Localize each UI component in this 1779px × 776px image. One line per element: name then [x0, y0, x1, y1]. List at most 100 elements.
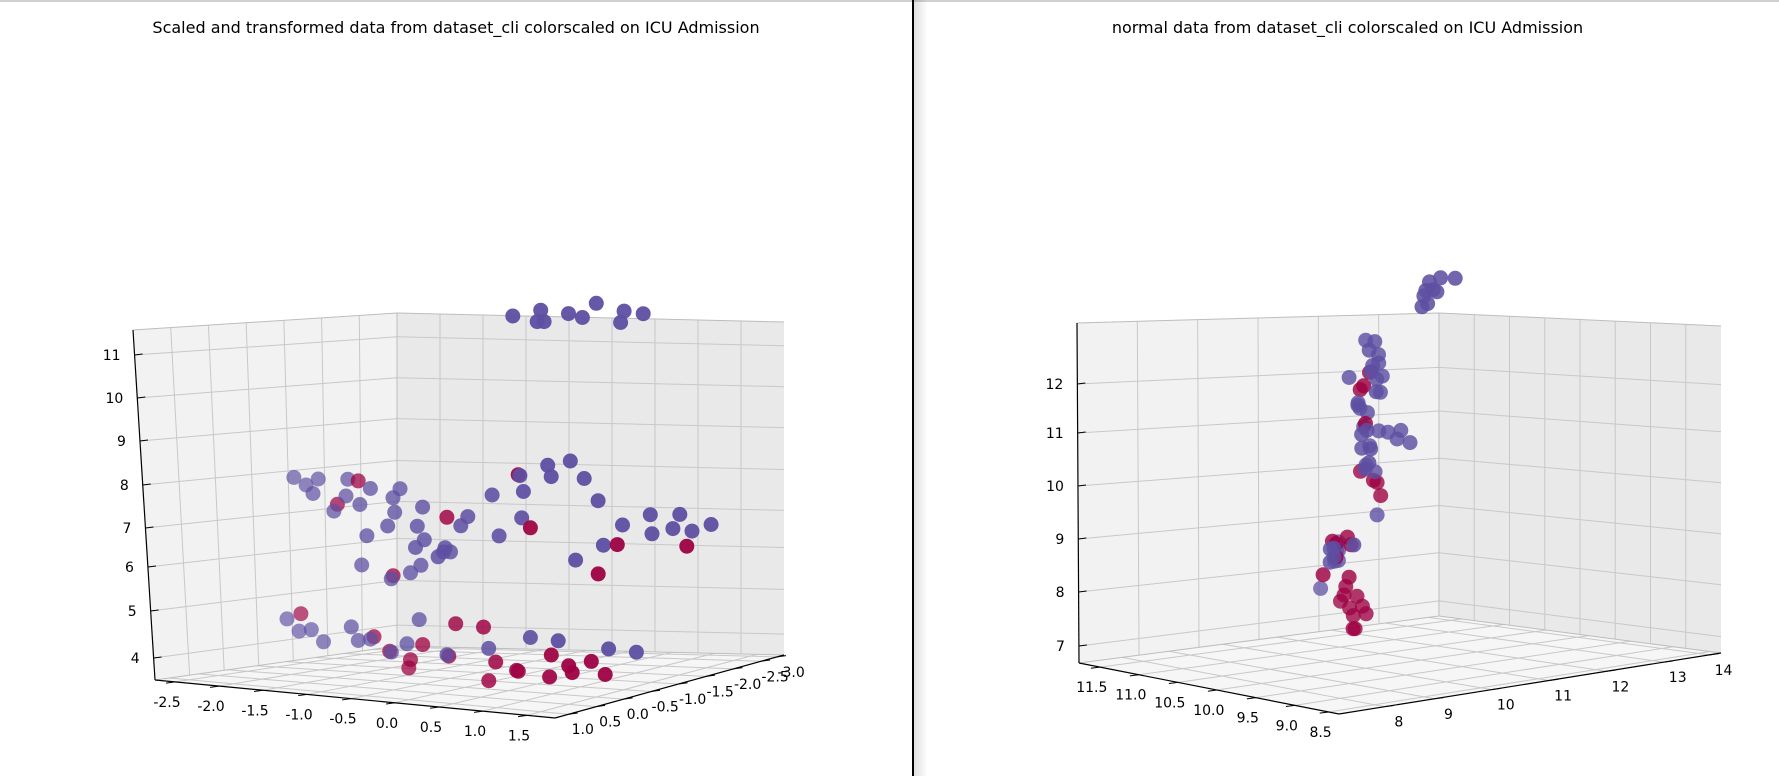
- data-point-non-icu: [1322, 554, 1338, 570]
- data-point-non-icu: [291, 623, 307, 639]
- z-tick-label: 7: [1056, 639, 1065, 655]
- x-tick: [210, 685, 220, 688]
- data-point-non-icu: [359, 528, 375, 544]
- x-tick: [1285, 704, 1295, 707]
- y-tick: [777, 655, 787, 658]
- gridline: [1276, 636, 1550, 681]
- data-point-non-icu: [1369, 507, 1385, 523]
- data-point-non-icu: [644, 526, 660, 542]
- x-tick-label: -2.0: [197, 699, 224, 715]
- y-tick: [1384, 705, 1394, 708]
- z-tick-label: 10: [1046, 479, 1064, 495]
- data-point-icu: [439, 509, 455, 525]
- x-tick: [1129, 674, 1139, 677]
- gridline: [1168, 650, 1435, 700]
- y-tick: [761, 659, 771, 662]
- data-point-non-icu: [635, 306, 651, 322]
- data-point-icu: [1345, 608, 1361, 624]
- y-tick: [1434, 697, 1444, 700]
- y-tick-label: -1.0: [679, 692, 706, 708]
- z-tick-label: 8: [1056, 585, 1065, 601]
- data-point-non-icu: [574, 310, 590, 325]
- data-point-non-icu: [399, 636, 415, 652]
- gridline: [142, 459, 398, 486]
- y-tick: [1663, 660, 1673, 663]
- gridline: [139, 418, 398, 442]
- data-point-non-icu: [1365, 358, 1381, 373]
- x-tick-label: 1.0: [464, 724, 486, 740]
- y-tick: [1549, 678, 1559, 681]
- data-point-non-icu: [616, 303, 632, 319]
- z-tick: [147, 565, 156, 568]
- gridline: [170, 327, 191, 676]
- z-axis-line: [132, 329, 156, 681]
- data-point-non-icu: [411, 612, 427, 628]
- data-point-non-icu: [533, 302, 549, 318]
- data-point-non-icu: [601, 641, 617, 657]
- gridline: [147, 537, 398, 568]
- data-point-non-icu: [522, 630, 538, 645]
- x-tick-label: 1.5: [508, 728, 530, 744]
- z-tick-label: 9: [117, 434, 126, 450]
- gridline: [396, 459, 785, 470]
- gridline: [1136, 321, 1140, 656]
- pane-edge: [396, 312, 785, 323]
- data-point-non-icu: [642, 507, 658, 523]
- panel-divider[interactable]: [912, 0, 914, 776]
- x-tick: [474, 710, 484, 713]
- z-axis-line: [1076, 322, 1080, 664]
- floor-pane: [155, 646, 784, 718]
- data-point-non-icu: [1350, 397, 1366, 413]
- data-point-non-icu: [1313, 580, 1329, 596]
- x-tick-label: 11.5: [1076, 680, 1107, 696]
- gridline: [1216, 635, 1589, 691]
- data-point-non-icu: [305, 486, 321, 501]
- data-point-non-icu: [481, 640, 497, 656]
- z-tick-label: 11: [1046, 426, 1064, 442]
- x-tick-label: 10.5: [1154, 695, 1185, 711]
- data-point-non-icu: [1433, 270, 1449, 286]
- x-tick: [166, 681, 176, 684]
- y-tick: [651, 689, 661, 693]
- pane-edge: [1078, 615, 1440, 664]
- gridline: [321, 317, 329, 656]
- y-tick: [706, 674, 716, 677]
- data-point-non-icu: [1368, 384, 1384, 400]
- data-point-non-icu: [665, 521, 681, 537]
- z-tick: [139, 439, 149, 442]
- z-tick: [145, 526, 154, 529]
- pane-edge: [154, 645, 398, 681]
- data-point-non-icu: [543, 469, 559, 485]
- gridline: [372, 648, 762, 662]
- data-point-non-icu: [628, 644, 644, 660]
- x-tick-label: 9.0: [1276, 718, 1298, 734]
- gridline: [1257, 317, 1260, 640]
- z-tick: [1077, 431, 1086, 434]
- data-point-non-icu: [383, 571, 399, 587]
- data-point-icu: [561, 658, 577, 674]
- x-tick: [342, 698, 352, 701]
- x-tick-label: -0.5: [329, 712, 356, 728]
- right-chart-panel: normal data from dataset_cli colorscaled…: [916, 0, 1779, 776]
- data-point-non-icu: [453, 518, 469, 534]
- data-point-icu: [476, 619, 491, 635]
- x-tick: [254, 689, 264, 693]
- z-tick-label: 7: [123, 521, 132, 537]
- y-tick-label: 13: [1669, 670, 1687, 686]
- data-point-icu: [542, 669, 558, 685]
- data-point-non-icu: [505, 308, 521, 324]
- x-tick-label: 10.0: [1193, 703, 1224, 719]
- data-point-non-icu: [484, 487, 500, 503]
- x-tick-label: 8.5: [1309, 725, 1331, 741]
- data-point-non-icu: [380, 518, 396, 534]
- gridline: [283, 320, 294, 661]
- gridline: [1294, 646, 1674, 706]
- gridline: [526, 653, 758, 716]
- data-point-icu: [448, 616, 464, 632]
- data-point-non-icu: [343, 619, 359, 635]
- y-tick-label: -2.5: [761, 669, 788, 685]
- x-tick: [298, 693, 308, 697]
- z-tick: [1077, 382, 1086, 385]
- data-point-icu: [403, 652, 418, 668]
- z-tick: [142, 483, 151, 486]
